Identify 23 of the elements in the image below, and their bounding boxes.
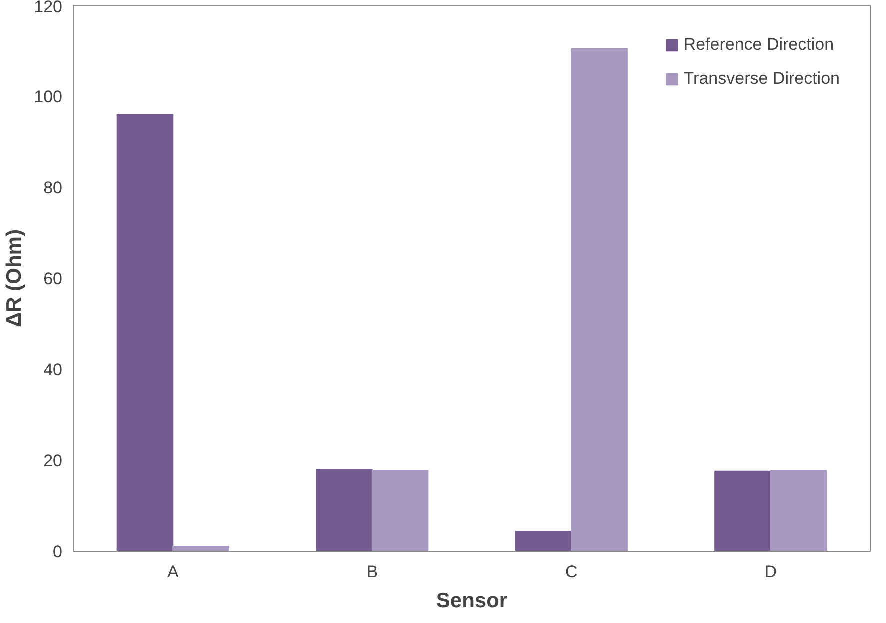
- y-tick-label: 20: [44, 452, 63, 470]
- bar: [770, 470, 828, 552]
- legend-label: Reference Direction: [684, 35, 834, 55]
- x-tick-label: D: [764, 562, 778, 582]
- legend-label: Transverse Direction: [684, 69, 840, 89]
- bar: [316, 469, 373, 552]
- y-tick-label: 120: [34, 0, 63, 16]
- y-tick-label: 100: [34, 88, 63, 106]
- x-tick-label: A: [167, 562, 180, 582]
- bar: [116, 114, 174, 552]
- y-tick-label: 60: [44, 270, 63, 288]
- bar: [172, 546, 230, 552]
- y-tick-label: 0: [53, 542, 63, 562]
- x-axis-title: Sensor: [436, 590, 508, 612]
- y-tick-label: 40: [44, 360, 63, 380]
- y-axis-title: ΔR (Ohm): [3, 230, 26, 328]
- bar: [372, 470, 429, 552]
- bar: [515, 530, 572, 552]
- bar: [714, 470, 772, 552]
- bar: [571, 48, 628, 552]
- x-tick-label: B: [366, 562, 378, 582]
- y-tick-label: 80: [44, 178, 63, 198]
- x-tick-label: C: [565, 562, 578, 582]
